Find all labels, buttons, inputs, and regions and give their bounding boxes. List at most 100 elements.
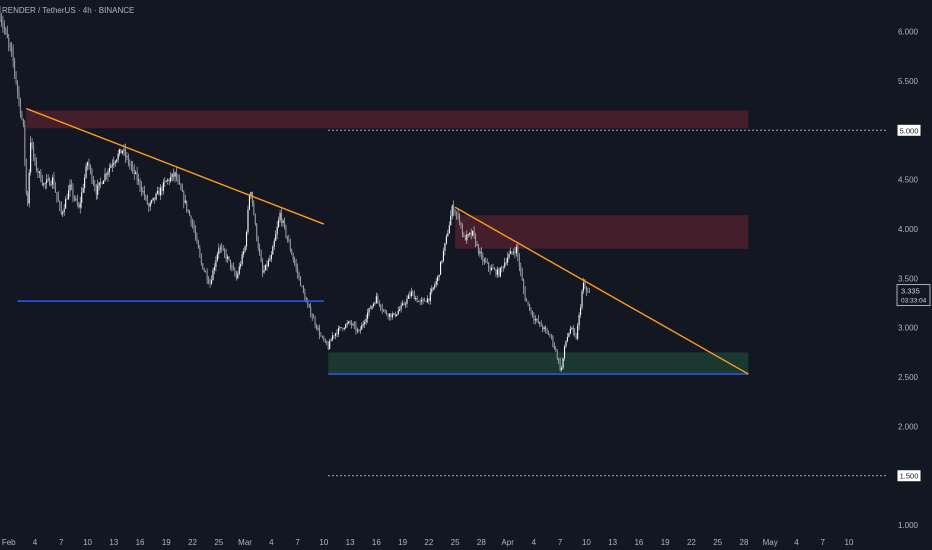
candle-body xyxy=(28,172,30,204)
candle-body xyxy=(418,301,420,302)
candle-body xyxy=(148,203,150,207)
candle-body xyxy=(329,340,331,349)
candle-body xyxy=(231,266,233,268)
candle-body xyxy=(170,177,172,182)
candle-body xyxy=(473,230,475,236)
candle-body xyxy=(276,226,278,235)
candle-body xyxy=(367,312,369,319)
x-tick-label: 19 xyxy=(398,538,407,547)
y-tick-label: 5.500 xyxy=(898,77,919,86)
x-tick-label: 22 xyxy=(687,538,696,547)
candle-body xyxy=(181,189,183,192)
candle-body xyxy=(521,272,523,281)
candle-body xyxy=(404,303,407,305)
candle-body xyxy=(110,165,112,168)
candle-body xyxy=(578,314,580,326)
trendline-1[interactable] xyxy=(454,206,749,375)
candle-body xyxy=(85,166,87,178)
candle-body xyxy=(73,196,75,200)
candle-body xyxy=(101,182,103,184)
candle-body xyxy=(515,246,517,254)
candle-body xyxy=(571,327,573,329)
candle-body xyxy=(327,344,329,349)
y-tick-label: 2.500 xyxy=(898,373,919,382)
candle-body xyxy=(333,335,335,336)
candle-body xyxy=(330,339,332,341)
candle-body xyxy=(552,336,554,345)
candle-body xyxy=(280,213,283,223)
candle-body xyxy=(477,244,480,254)
candle-body xyxy=(224,249,226,254)
candle-body xyxy=(390,313,392,318)
candle-body xyxy=(266,264,268,267)
candle-body xyxy=(31,142,33,146)
candle-body xyxy=(324,340,326,341)
candle-body xyxy=(307,302,309,305)
candle-body xyxy=(202,263,204,270)
candle-body xyxy=(483,260,485,262)
candle-body xyxy=(282,220,284,223)
candle-body xyxy=(206,272,208,280)
candle-body xyxy=(467,234,469,235)
candle-body xyxy=(5,29,7,32)
candle-body xyxy=(511,251,513,253)
candle-body xyxy=(368,308,370,313)
candle-body xyxy=(270,254,272,260)
candle-body xyxy=(132,166,134,168)
level-price-badge-1 xyxy=(896,469,922,483)
candle-body xyxy=(44,183,46,184)
candle-body xyxy=(540,322,542,327)
candle-body xyxy=(294,259,296,264)
candle-body xyxy=(78,204,80,208)
zones xyxy=(26,110,749,375)
candle-body xyxy=(488,262,490,268)
candle-body xyxy=(60,205,62,214)
candle-body xyxy=(142,191,144,192)
candle-body xyxy=(218,248,220,255)
candle-body xyxy=(127,156,129,164)
candle-body xyxy=(267,260,269,267)
candle-body xyxy=(205,271,207,273)
candle-body xyxy=(479,251,481,254)
x-tick-label: 28 xyxy=(740,538,749,547)
candle-body xyxy=(43,183,45,185)
candle-body xyxy=(107,171,109,176)
candle-body xyxy=(121,150,124,154)
bar-countdown-label: 03:33:04 xyxy=(901,298,927,305)
candle-body xyxy=(428,298,430,301)
candle-body xyxy=(82,187,84,193)
chart-title: RENDER / TetherUS · 4h · BINANCE xyxy=(2,6,135,15)
candle-body xyxy=(243,251,245,255)
candle-body xyxy=(212,270,214,281)
x-tick-label: 10 xyxy=(845,538,854,547)
candle-body xyxy=(353,324,356,326)
candle-body xyxy=(193,224,195,231)
trendline-0[interactable] xyxy=(26,107,325,225)
candle-body xyxy=(116,159,118,162)
candle-body xyxy=(493,269,496,270)
candle-body xyxy=(135,172,137,174)
candle-body xyxy=(161,187,163,191)
candle-body xyxy=(562,357,564,368)
candle-body xyxy=(2,22,4,27)
candle-body xyxy=(197,240,199,249)
candle-body xyxy=(15,72,17,83)
candle-body xyxy=(582,282,585,291)
candle-body xyxy=(425,301,427,303)
candle-body xyxy=(441,260,443,263)
candle-body xyxy=(534,319,536,321)
candle-body xyxy=(499,267,501,277)
candle-body xyxy=(40,171,42,182)
candle-body xyxy=(51,177,54,185)
x-tick-label: 7 xyxy=(558,538,563,547)
candle-body xyxy=(98,182,100,186)
candle-body xyxy=(563,346,566,358)
candle-body xyxy=(219,247,221,249)
x-tick-label: 22 xyxy=(424,538,433,547)
candle-body xyxy=(464,236,466,241)
candle-body xyxy=(278,219,280,227)
candle-body xyxy=(241,254,243,265)
candle-body xyxy=(229,259,232,268)
candle-body xyxy=(228,256,230,260)
